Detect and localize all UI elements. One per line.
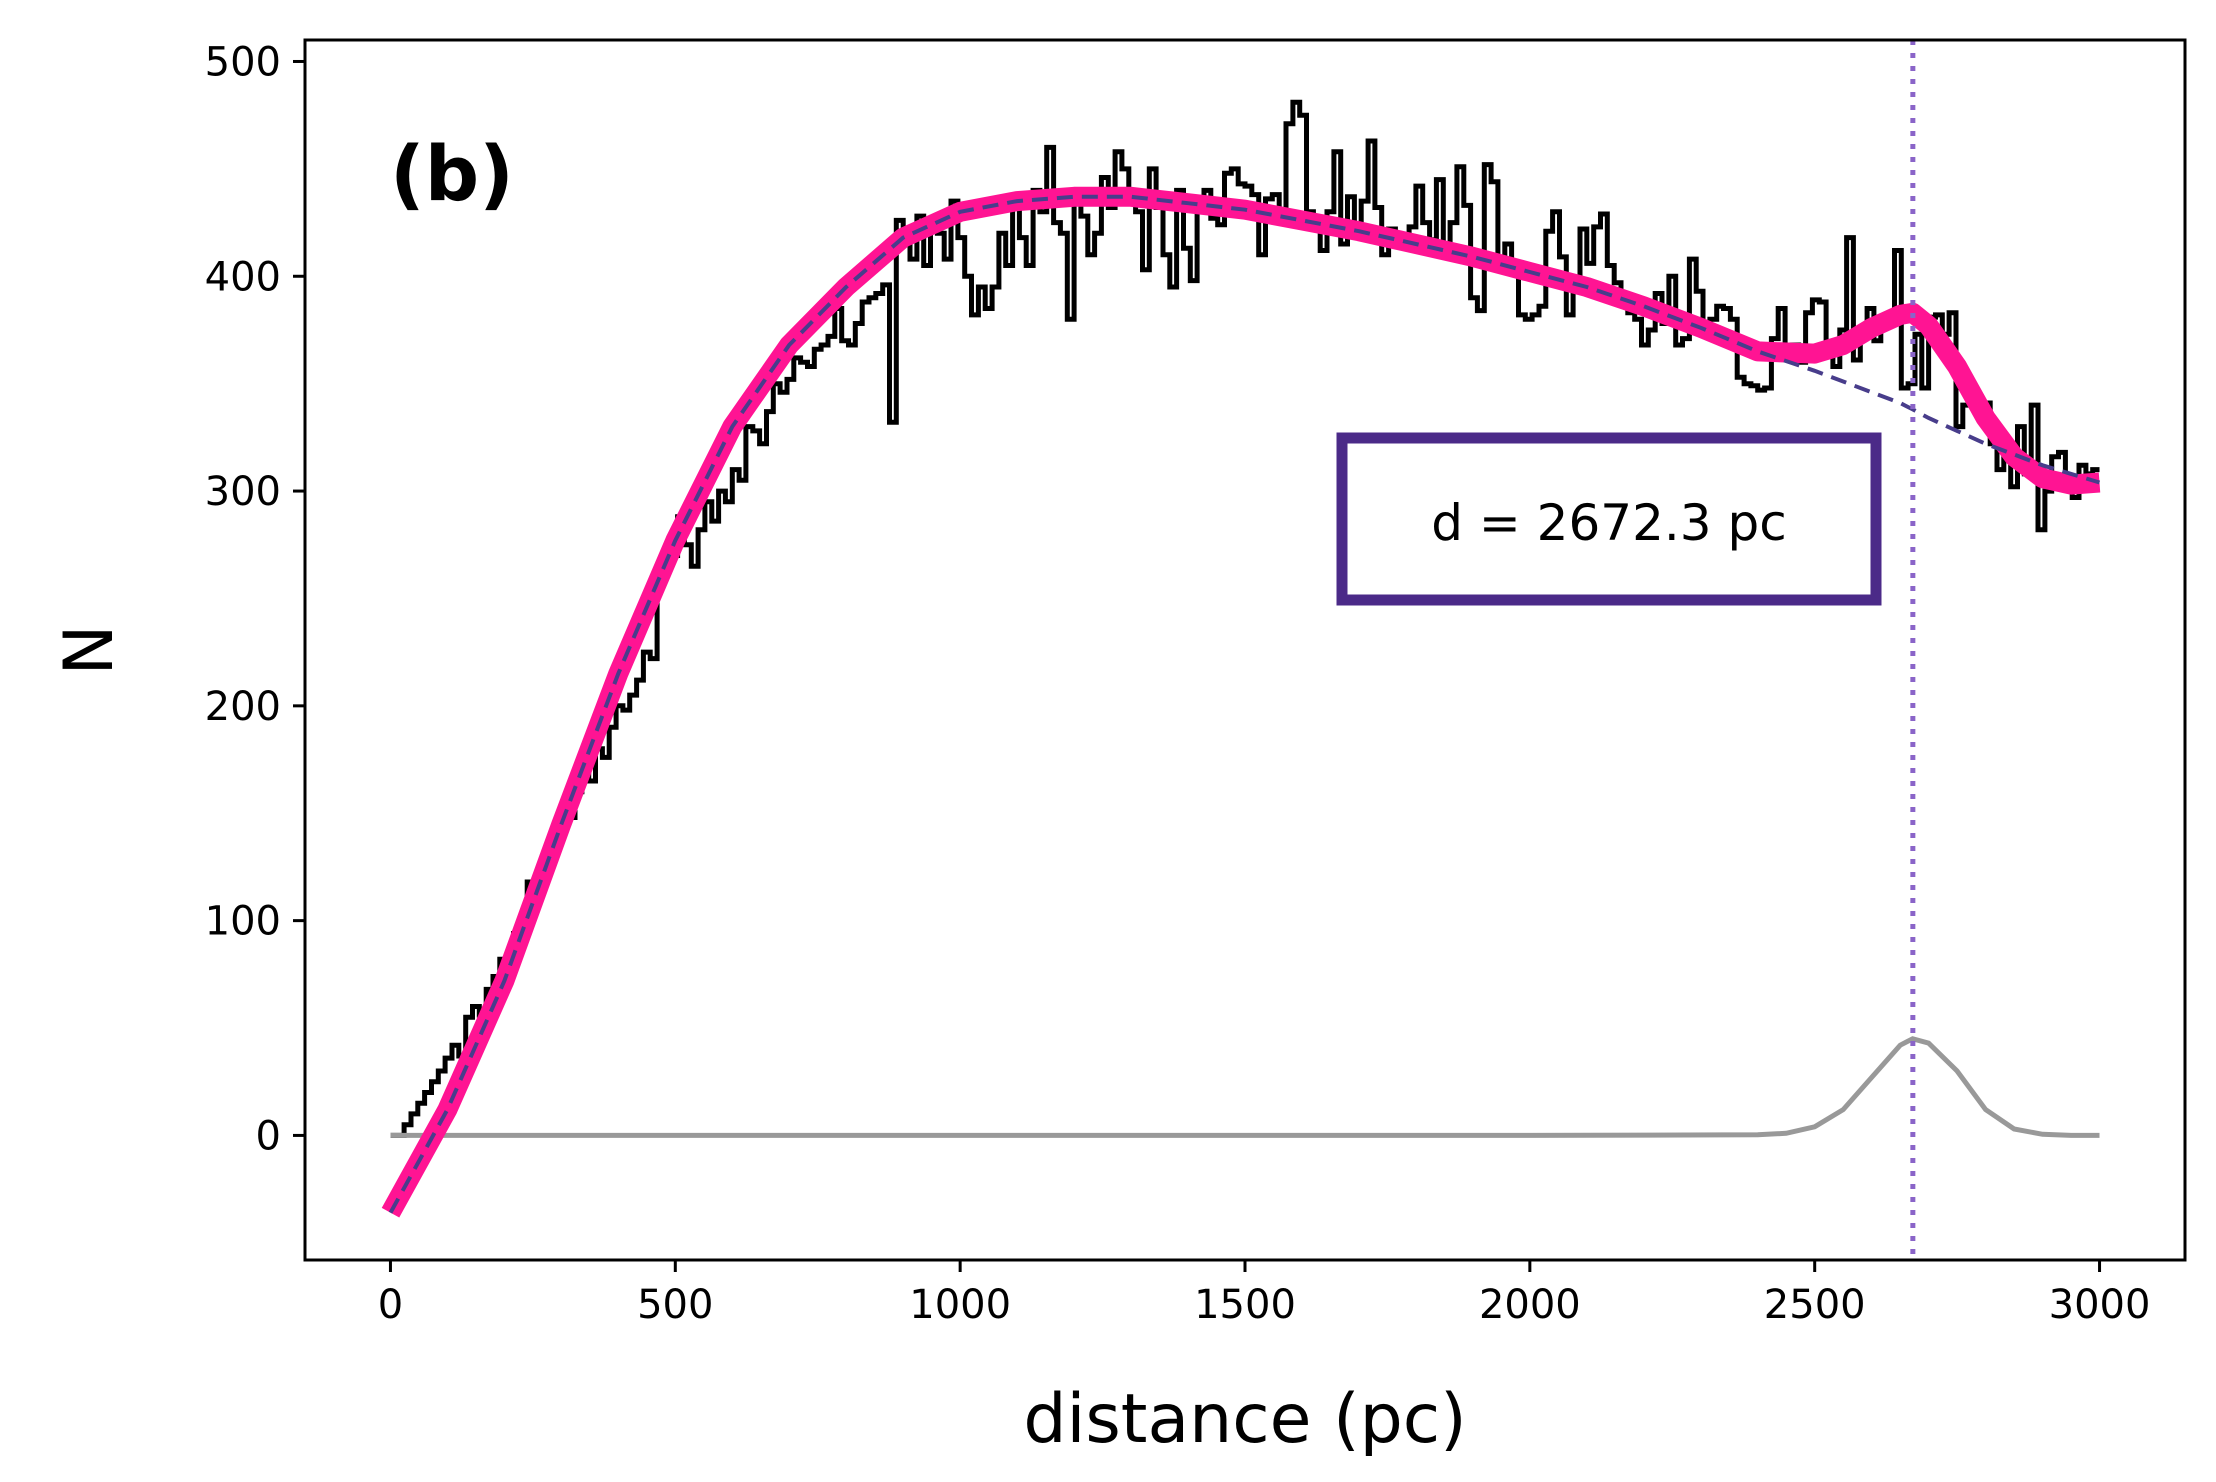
background-fit-series: [388, 194, 2101, 1214]
x-tick-label: 2000: [1479, 1282, 1581, 1328]
x-tick-label: 1500: [1194, 1282, 1296, 1328]
y-tick-label: 0: [256, 1113, 281, 1159]
annotation-box: d = 2672.3 pc: [1336, 432, 1882, 606]
series-layer: [381, 40, 2101, 1260]
x-tick-label: 2500: [1764, 1282, 1866, 1328]
gaussian-component-series: [390, 1036, 2100, 1138]
axes-layer: 0 500 1000 1500 2000 2500 3000 0 100 200 300 400 500: [205, 39, 2151, 1328]
y-tick-label: 100: [205, 899, 281, 945]
x-tick-label: 0: [378, 1282, 403, 1328]
x-tick-label: 1000: [909, 1282, 1011, 1328]
x-tick-label: 3000: [2049, 1282, 2151, 1328]
y-tick-label: 500: [205, 39, 281, 85]
y-axis-title: N: [50, 625, 129, 676]
y-tick-label: 300: [205, 469, 281, 515]
panel-label: (b): [390, 129, 514, 218]
annotation-text: d = 2672.3 pc: [1431, 494, 1787, 552]
x-tick-label: 500: [637, 1282, 713, 1328]
y-tick-label: 200: [205, 684, 281, 730]
annotation-border: [1336, 432, 1882, 606]
x-axis-title: distance (pc): [1023, 1380, 1466, 1459]
y-tick-label: 400: [205, 254, 281, 300]
